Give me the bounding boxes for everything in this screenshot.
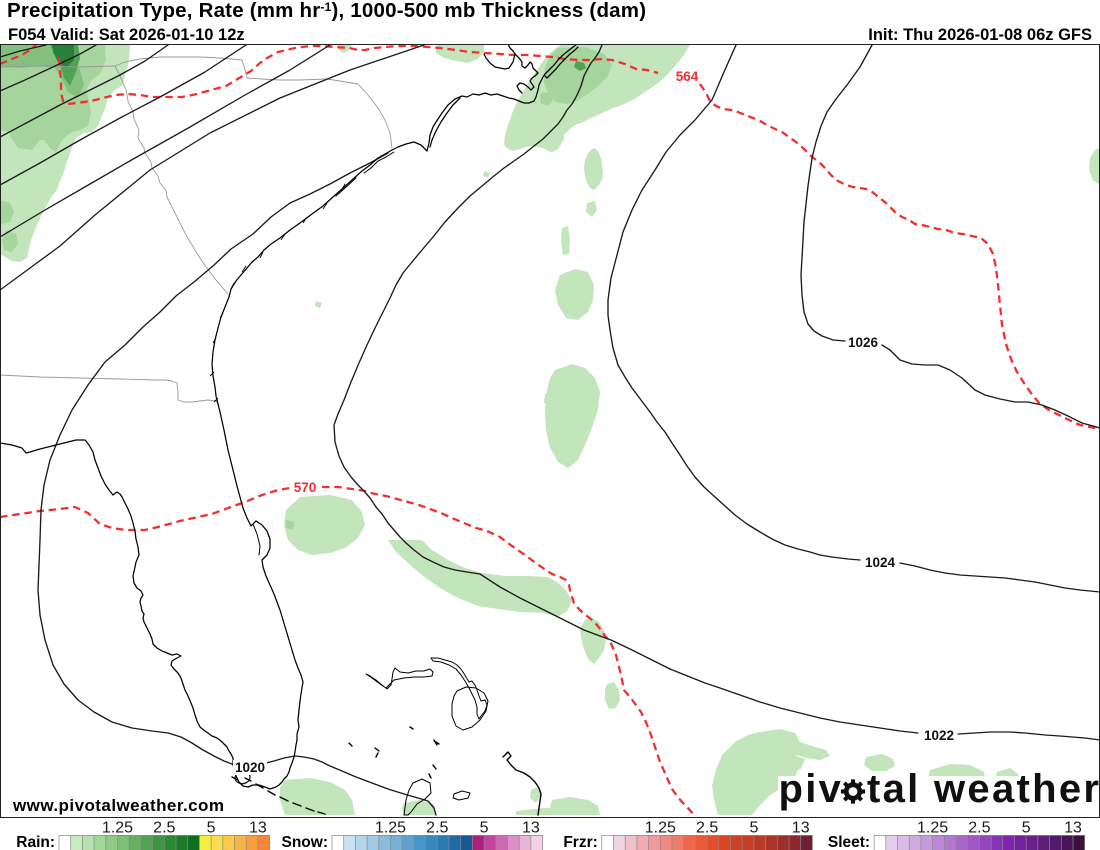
svg-text:www.pivotalweather.com: www.pivotalweather.com (12, 796, 224, 815)
svg-text:1026: 1026 (848, 335, 879, 350)
svg-text:Frzr:: Frzr: (563, 834, 597, 850)
svg-text:1022: 1022 (924, 728, 954, 743)
svg-text:2.5: 2.5 (696, 820, 718, 837)
svg-text:5: 5 (749, 820, 758, 837)
svg-text:1020: 1020 (235, 760, 265, 775)
svg-text:13: 13 (1064, 820, 1082, 837)
svg-text:13: 13 (522, 820, 540, 837)
svg-text:piv: piv (779, 767, 844, 811)
svg-text:2.5: 2.5 (968, 820, 990, 837)
svg-text:tal weather: tal weather (867, 767, 1100, 811)
svg-text:1.25: 1.25 (102, 820, 133, 837)
svg-text:Snow:: Snow: (282, 834, 329, 850)
svg-text:1.25: 1.25 (375, 820, 406, 837)
svg-text:Sleet:: Sleet: (828, 834, 870, 850)
svg-text:570: 570 (294, 480, 317, 495)
svg-text:1.25: 1.25 (917, 820, 948, 837)
svg-text:Rain:: Rain: (16, 834, 55, 850)
svg-text:5: 5 (1022, 820, 1031, 837)
svg-text:13: 13 (792, 820, 810, 837)
svg-text:2.5: 2.5 (426, 820, 448, 837)
svg-text:2.5: 2.5 (153, 820, 175, 837)
svg-text:1024: 1024 (865, 555, 896, 570)
svg-text:5: 5 (480, 820, 489, 837)
svg-text:564: 564 (676, 69, 699, 84)
svg-text:5: 5 (207, 820, 216, 837)
svg-text:13: 13 (249, 820, 267, 837)
svg-text:1.25: 1.25 (645, 820, 676, 837)
